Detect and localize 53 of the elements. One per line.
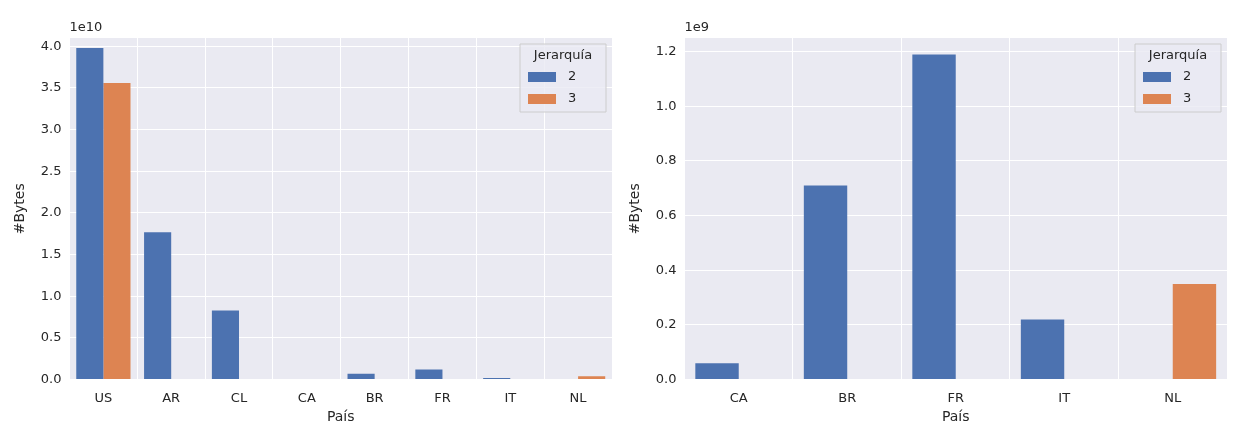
- bar: [803, 185, 848, 380]
- y-tick-label: 2.0: [40, 204, 62, 220]
- x-axis-title: País: [326, 408, 355, 425]
- bar: [912, 54, 956, 380]
- bar: [347, 373, 375, 380]
- bar: [211, 310, 240, 380]
- y-tick-label: 0.4: [655, 261, 677, 277]
- x-tick-label: NL: [569, 389, 588, 405]
- legend-label: 3: [568, 90, 577, 106]
- x-tick-label: FR: [947, 389, 964, 405]
- bar: [415, 369, 443, 380]
- y-tick-label: 0.5: [40, 329, 62, 345]
- x-tick-label: BR: [838, 389, 857, 405]
- text: 1e9: [684, 18, 710, 34]
- bar: [103, 82, 131, 380]
- y-tick-label: 0.6: [655, 207, 677, 223]
- y-tick-label: 1.5: [40, 246, 62, 261]
- y-tick-label: 3.5: [40, 79, 62, 95]
- x-tick-label: FR: [434, 389, 451, 405]
- x-tick-label: CA: [729, 389, 748, 405]
- legend-title: Jerarquía: [532, 47, 593, 63]
- y-tick-label: 1.0: [655, 97, 677, 113]
- bar: [1020, 319, 1065, 380]
- bar: [1172, 283, 1217, 380]
- y-axis-title: #Bytes: [11, 183, 28, 235]
- legend-label: 3: [1183, 90, 1192, 106]
- x-tick-label: CL: [230, 389, 248, 405]
- y-axis-title: #Bytes: [626, 183, 643, 235]
- bar: [144, 232, 172, 380]
- x-tick-label: AR: [162, 389, 181, 405]
- text: 1e10: [69, 18, 103, 34]
- x-tick-label: IT: [1058, 389, 1071, 405]
- x-tick-label: IT: [504, 389, 517, 405]
- bar: [695, 363, 739, 380]
- bar: [578, 376, 606, 380]
- y-tick-label: 0.8: [655, 152, 677, 168]
- y-tick-label: 1.2: [655, 43, 677, 59]
- x-tick-label: CA: [297, 389, 316, 405]
- y-tick-label: 2.5: [40, 162, 62, 178]
- legend-label: 2: [1183, 68, 1192, 84]
- y-tick-label: 0.0: [40, 370, 62, 386]
- y-tick-label: 3.0: [40, 121, 62, 137]
- x-tick-label: NL: [1164, 389, 1182, 405]
- y-tick-label: 4.0: [40, 37, 62, 53]
- x-axis-title: País: [941, 408, 970, 425]
- legend-title: Jerarquía: [1147, 47, 1208, 63]
- legend-label: 2: [568, 68, 577, 84]
- x-tick-label: US: [94, 389, 113, 405]
- bar: [76, 48, 104, 380]
- x-tick-label: BR: [365, 389, 384, 405]
- y-tick-label: 0.0: [655, 370, 677, 386]
- y-tick-label: 0.2: [655, 316, 677, 332]
- y-tick-label: 1.0: [40, 287, 62, 303]
